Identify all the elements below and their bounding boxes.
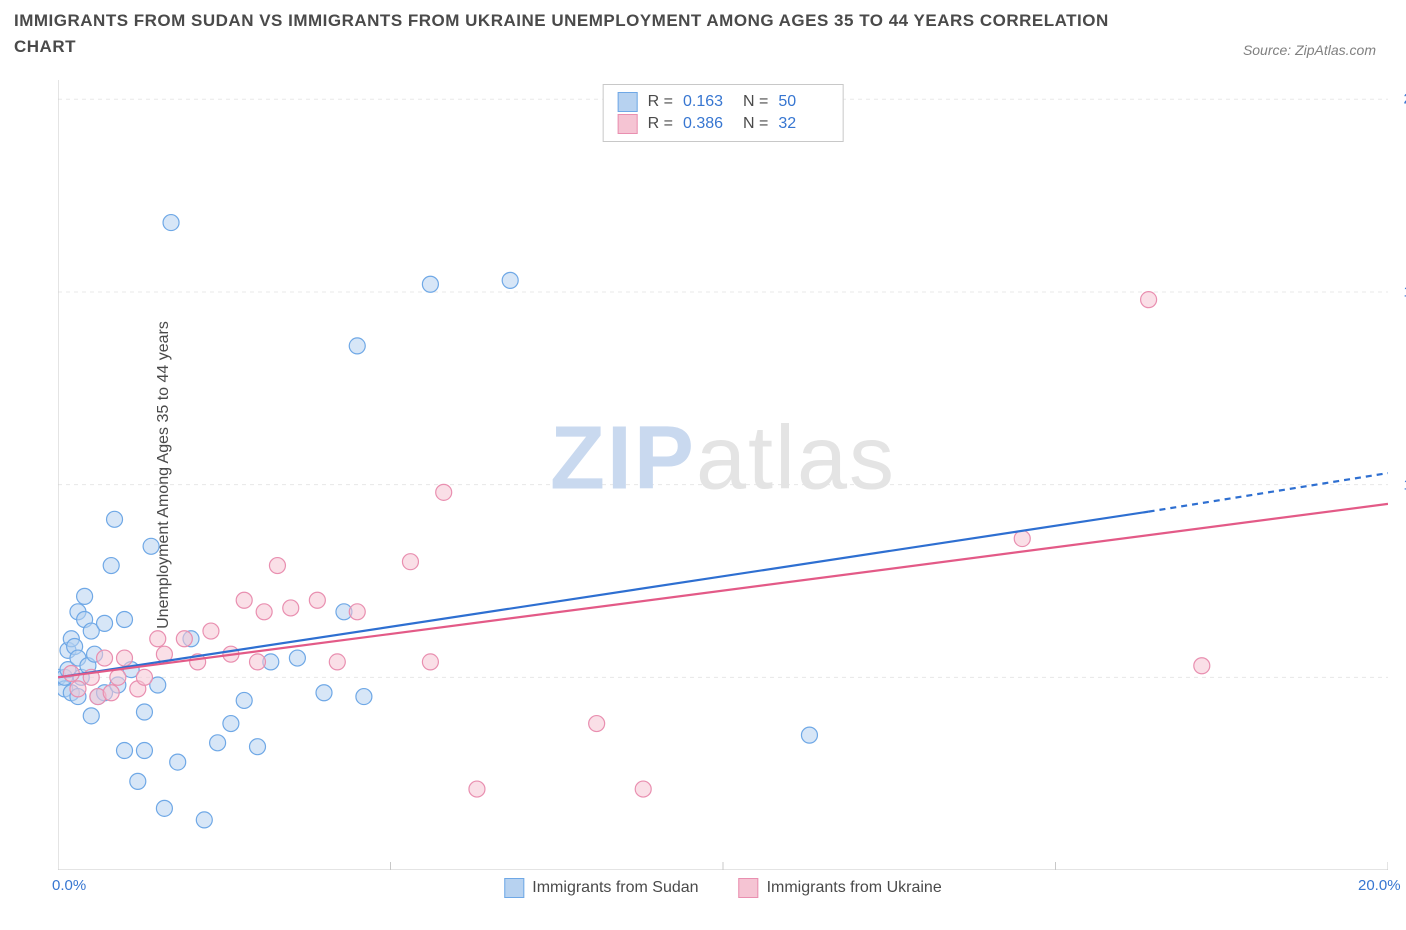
chart-title: IMMIGRANTS FROM SUDAN VS IMMIGRANTS FROM…	[14, 8, 1114, 59]
legend-r-label: R =	[648, 93, 673, 111]
legend-series-item: Immigrants from Ukraine	[739, 878, 942, 898]
legend-r-label: R =	[648, 115, 673, 133]
scatter-plot	[58, 80, 1388, 870]
chart-area: Unemployment Among Ages 35 to 44 years Z…	[58, 80, 1388, 870]
legend-r-value: 0.163	[683, 93, 733, 111]
chart-header: IMMIGRANTS FROM SUDAN VS IMMIGRANTS FROM…	[14, 8, 1392, 59]
legend-series-item: Immigrants from Sudan	[504, 878, 698, 898]
legend-r-value: 0.386	[683, 115, 733, 133]
legend-swatch	[739, 878, 759, 898]
legend-n-value: 32	[778, 115, 828, 133]
chart-source: Source: ZipAtlas.com	[1243, 42, 1376, 58]
legend-series: Immigrants from Sudan Immigrants from Ukr…	[504, 878, 941, 898]
legend-swatch	[618, 92, 638, 112]
x-tick-label: 20.0%	[1358, 877, 1401, 894]
legend-swatch	[618, 114, 638, 134]
legend-swatch	[504, 878, 524, 898]
legend-stats-box: R = 0.163 N = 50 R = 0.386 N = 32	[603, 84, 844, 142]
legend-series-name: Immigrants from Ukraine	[767, 879, 942, 897]
legend-n-value: 50	[778, 93, 828, 111]
legend-n-label: N =	[743, 115, 768, 133]
legend-stat-row: R = 0.163 N = 50	[618, 91, 829, 113]
legend-n-label: N =	[743, 93, 768, 111]
legend-series-name: Immigrants from Sudan	[532, 879, 698, 897]
x-tick-label: 0.0%	[52, 877, 86, 894]
legend-stat-row: R = 0.386 N = 32	[618, 113, 829, 135]
